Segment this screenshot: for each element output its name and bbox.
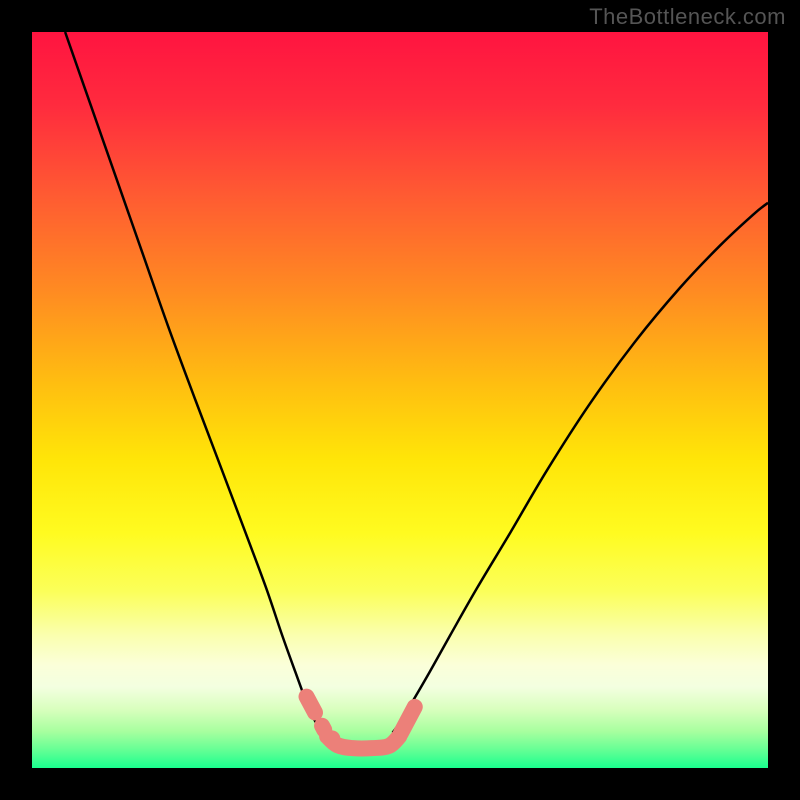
left-curve — [65, 32, 322, 733]
highlight-right-dash — [401, 696, 421, 734]
highlight-dot — [324, 731, 340, 747]
watermark-text: TheBottleneck.com — [589, 4, 786, 30]
curve-layer — [32, 32, 768, 768]
chart-plot-area — [32, 32, 768, 768]
highlight-left-dash — [307, 697, 325, 730]
right-curve — [393, 203, 768, 733]
chart-stage: TheBottleneck.com — [0, 0, 800, 800]
